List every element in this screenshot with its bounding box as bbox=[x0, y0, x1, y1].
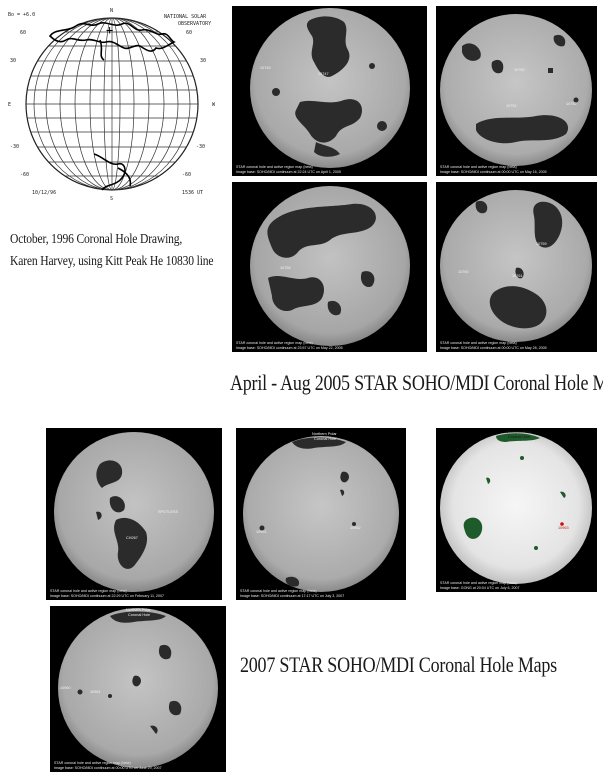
map-2005a-label-1: 10745 bbox=[260, 66, 271, 70]
map-2005c-footer: STAR coronal hole and active region map … bbox=[236, 341, 343, 350]
lat-label-m60-left: -60 bbox=[20, 172, 30, 178]
limb-east-label: E bbox=[8, 102, 12, 108]
map-2007d-footer: STAR coronal hole and active region map … bbox=[54, 761, 162, 770]
map-2005d-label-3: 10761 bbox=[512, 274, 523, 278]
map-2005b-footer: STAR coronal hole and active region map … bbox=[440, 165, 547, 174]
observatory-label-2: OBSERVATORY bbox=[178, 21, 212, 27]
map-2007a-label-1: SPOTLESS bbox=[158, 510, 179, 514]
map-2005d-label-1: 10759 bbox=[536, 242, 547, 246]
observatory-label-1: NATIONAL SOLAR bbox=[164, 14, 207, 20]
map-2007-jul-06-gong: Southern Polar Coronal Hole 10963 STAR c… bbox=[436, 428, 597, 592]
limb-west-label: W bbox=[212, 102, 216, 108]
map-2007c-label-1: Southern Polar bbox=[506, 430, 532, 434]
map-2007b-label-2: Coronal Hole bbox=[314, 437, 337, 441]
map-2007b-label-4: 10962 bbox=[350, 526, 361, 530]
map-2007c-footer: STAR coronal hole and active region map … bbox=[440, 581, 520, 590]
map-2007a-label-2: CH267 bbox=[126, 536, 138, 540]
map-2005-may-22: 10756 STAR coronal hole and active regio… bbox=[232, 182, 427, 352]
map-2007d-label-4: 10961 bbox=[90, 690, 101, 694]
lat-label-30-left: 30 bbox=[10, 58, 17, 64]
coronal-hole-drawing-1996: + Bo = +6.0 NATIONAL SOLAR OBSERVATORY N… bbox=[6, 6, 222, 204]
map-2005a-label-2: 10747 bbox=[318, 72, 329, 76]
date-label: 10/12/96 bbox=[32, 190, 57, 196]
pole-south-label: S bbox=[110, 196, 114, 202]
svg-text:+: + bbox=[106, 23, 113, 37]
drawing-grid-svg: + bbox=[25, 17, 199, 191]
coronal-hole-outlines bbox=[48, 22, 176, 191]
map-2005-april: 10745 10747 STAR coronal hole and active… bbox=[232, 6, 427, 176]
lat-label-60-left: 60 bbox=[20, 30, 27, 36]
map-2005c-label-1: 10756 bbox=[280, 266, 291, 270]
map-2005d-label-2: 10760 bbox=[458, 270, 469, 274]
map-2007d-label-1: Northern Polar bbox=[126, 608, 151, 612]
map-2007-jun-29: Northern Polar Coronal Hole 10960 10961 … bbox=[50, 606, 226, 772]
map-2007-jul-03: Northern Polar Coronal Hole 10961 10962 … bbox=[236, 428, 406, 600]
b0-label: Bo = +6.0 bbox=[8, 12, 36, 18]
map-2005b-label-1: 10750 bbox=[514, 68, 525, 72]
lat-label-30-right: 30 bbox=[200, 58, 207, 64]
map-2007b-label-3: 10961 bbox=[256, 530, 267, 534]
lat-label-m30-left: -30 bbox=[10, 144, 20, 150]
map-2007b-label-1: Northern Polar bbox=[312, 432, 337, 436]
map-2005-may-28: 10759 10760 10761 STAR coronal hole and … bbox=[436, 182, 597, 352]
map-2005-may-16: 10750 10751 10752 STAR coronal hole and … bbox=[436, 6, 597, 176]
map-2007d-label-3: 10960 bbox=[60, 686, 71, 690]
map-2005a-footer: STAR coronal hole and active region map … bbox=[236, 165, 341, 174]
map-2007c-label-2: Coronal Hole bbox=[508, 435, 531, 439]
lat-label-60-right: 60 bbox=[186, 30, 193, 36]
map-2005d-footer: STAR coronal hole and active region map … bbox=[440, 341, 547, 350]
heading-2007: 2007 STAR SOHO/MDI Coronal Hole Maps bbox=[240, 652, 557, 677]
map-2007d-label-2: Coronal Hole bbox=[128, 613, 151, 617]
map-2007-feb-11: SPOTLESS CH267 STAR coronal hole and act… bbox=[46, 428, 222, 600]
pole-north-label: N bbox=[110, 8, 114, 14]
drawing-caption-line-1: October, 1996 Coronal Hole Drawing, bbox=[10, 231, 183, 246]
time-label: 1536 UT bbox=[182, 190, 204, 196]
map-2007b-footer: STAR coronal hole and active region map … bbox=[240, 589, 345, 598]
drawing-caption-line-2: Karen Harvey, using Kitt Peak He 10830 l… bbox=[10, 253, 214, 268]
map-2005b-label-3: 10752 bbox=[566, 102, 577, 106]
heading-2005: April - Aug 2005 STAR SOHO/MDI Coronal H… bbox=[230, 370, 603, 395]
map-2007a-footer: STAR coronal hole and active region map … bbox=[50, 589, 164, 598]
lat-label-m60-right: -60 bbox=[182, 172, 192, 178]
lat-label-m30-right: -30 bbox=[196, 144, 206, 150]
map-2005b-label-2: 10751 bbox=[506, 104, 517, 108]
map-2007c-label-3: 10963 bbox=[558, 526, 569, 530]
